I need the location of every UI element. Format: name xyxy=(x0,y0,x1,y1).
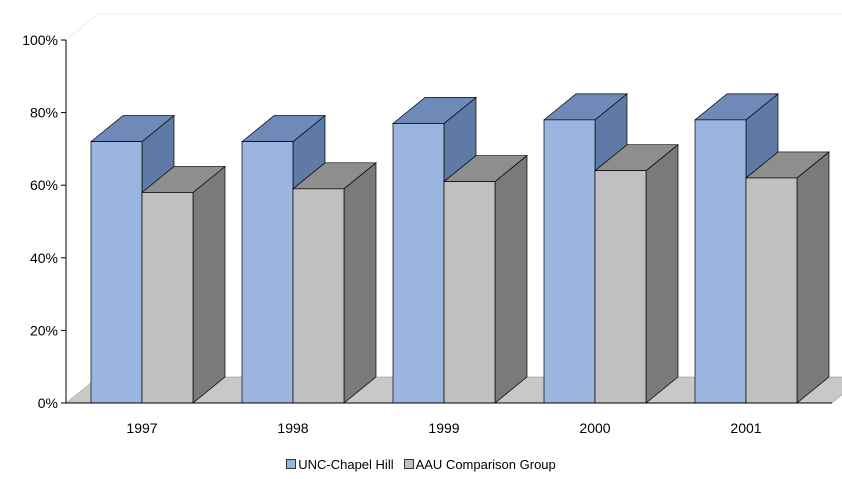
legend-swatch-series-1 xyxy=(286,459,297,469)
bar xyxy=(694,119,747,404)
bar xyxy=(90,141,143,404)
x-tick-label: 1997 xyxy=(126,420,157,436)
legend-label-series-2: AAU Comparison Group xyxy=(415,456,556,472)
y-tick-label: 0% xyxy=(38,395,58,411)
x-tick-label: 2001 xyxy=(730,420,761,436)
bar-side xyxy=(796,151,830,404)
x-tick-label: 2000 xyxy=(579,420,610,436)
bar xyxy=(241,141,294,404)
bar xyxy=(292,188,345,404)
y-tick-label: 100% xyxy=(22,32,58,48)
bar-side xyxy=(645,143,679,404)
legend-item-series-2: AAU Comparison Group xyxy=(403,456,556,472)
bar-side xyxy=(192,165,226,404)
bar xyxy=(443,181,496,404)
y-tick-label: 60% xyxy=(30,177,58,193)
bar xyxy=(141,192,194,404)
legend-swatch-series-2 xyxy=(403,459,414,469)
back-wall-edge xyxy=(65,13,842,41)
bar-side xyxy=(343,162,377,404)
x-tick-label: 1999 xyxy=(428,420,459,436)
bar xyxy=(392,123,445,404)
bar xyxy=(543,119,596,404)
y-tick-label: 80% xyxy=(30,105,58,121)
y-tick-label: 20% xyxy=(30,322,58,338)
legend-item-series-1: UNC-Chapel Hill xyxy=(286,456,394,472)
legend-label-series-1: UNC-Chapel Hill xyxy=(298,456,394,472)
bar xyxy=(594,170,647,404)
bar-side xyxy=(494,154,528,404)
bar xyxy=(745,177,798,404)
legend: UNC-Chapel Hill AAU Comparison Group xyxy=(0,455,842,473)
y-tick-label: 40% xyxy=(30,250,58,266)
x-tick-label: 1998 xyxy=(277,420,308,436)
